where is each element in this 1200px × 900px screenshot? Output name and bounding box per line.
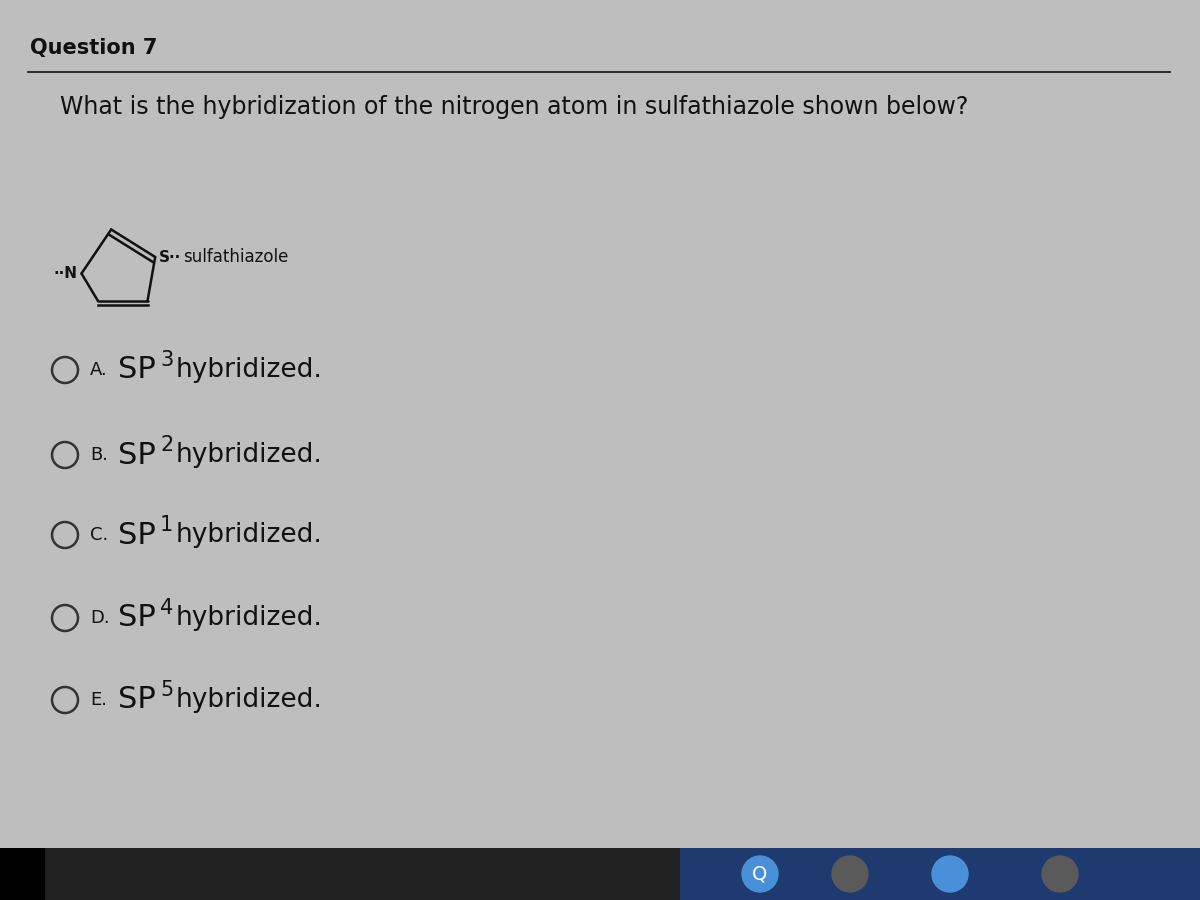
Text: E.: E.	[90, 691, 107, 709]
Text: hybridized.: hybridized.	[176, 687, 323, 713]
Text: ··N: ··N	[54, 266, 78, 281]
Circle shape	[1042, 856, 1078, 892]
Circle shape	[832, 856, 868, 892]
Text: SP: SP	[118, 440, 156, 470]
Circle shape	[742, 856, 778, 892]
Text: S··: S··	[160, 249, 181, 265]
Text: hybridized.: hybridized.	[176, 442, 323, 468]
Text: hybridized.: hybridized.	[176, 605, 323, 631]
Circle shape	[932, 856, 968, 892]
Text: SP: SP	[118, 520, 156, 550]
Text: 1: 1	[160, 515, 173, 535]
Bar	[0, 848, 1200, 900]
Text: hybridized.: hybridized.	[176, 357, 323, 383]
Text: D.: D.	[90, 609, 109, 627]
Text: 3: 3	[160, 350, 173, 370]
Text: SP: SP	[118, 604, 156, 633]
Text: A.: A.	[90, 361, 108, 379]
Text: Q: Q	[752, 865, 768, 884]
Text: 2: 2	[160, 435, 173, 455]
Text: What is the hybridization of the nitrogen atom in sulfathiazole shown below?: What is the hybridization of the nitroge…	[60, 95, 968, 119]
Text: B.: B.	[90, 446, 108, 464]
Text: SP: SP	[118, 356, 156, 384]
Bar	[0, 848, 46, 900]
Text: 5: 5	[160, 680, 173, 700]
Bar	[680, 848, 1200, 900]
Text: C.: C.	[90, 526, 108, 544]
Text: 4: 4	[160, 598, 173, 618]
Text: sulfathiazole: sulfathiazole	[184, 248, 288, 266]
Text: hybridized.: hybridized.	[176, 522, 323, 548]
Text: SP: SP	[118, 686, 156, 715]
Text: Question 7: Question 7	[30, 38, 157, 58]
